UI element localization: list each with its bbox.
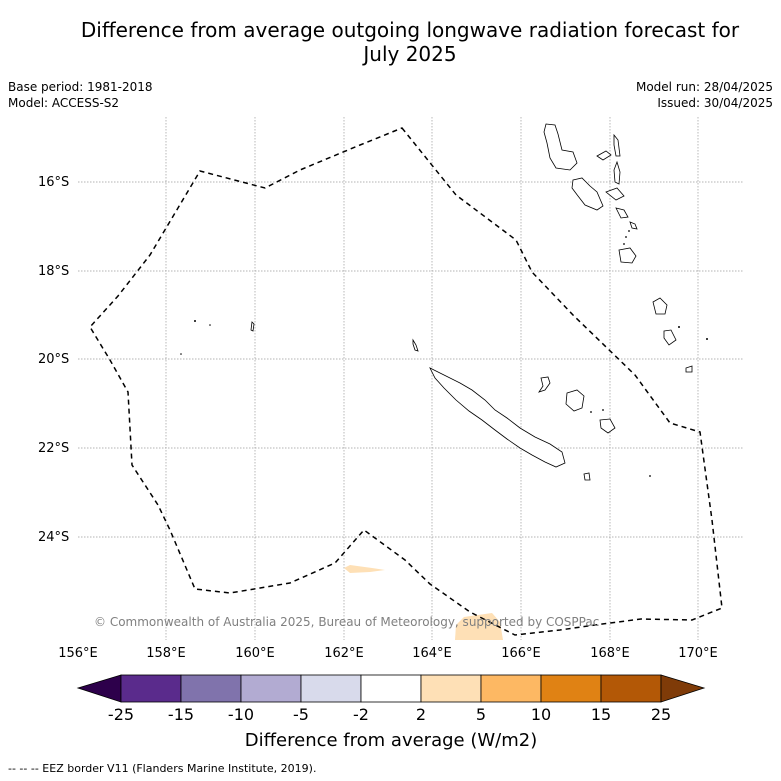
colorbar-bin bbox=[480, 674, 542, 703]
title-line-1: Difference from average outgoing longwav… bbox=[80, 18, 740, 42]
islet bbox=[649, 475, 651, 477]
meta-left: Base period: 1981-2018 Model: ACCESS-S2 bbox=[8, 79, 153, 111]
lat-tick-label: 16°S bbox=[38, 175, 70, 190]
island-espiritu-santo bbox=[543, 123, 578, 171]
islet bbox=[628, 230, 630, 232]
colorbar-tick-label: 5 bbox=[475, 705, 487, 724]
colorbar-tick-label: 15 bbox=[590, 705, 612, 724]
lon-tick-label: 170°E bbox=[678, 646, 718, 661]
island-new-caledonia bbox=[429, 367, 566, 468]
colorbar bbox=[76, 674, 706, 703]
island-pines bbox=[583, 472, 591, 481]
issued-date: Issued: 30/04/2025 bbox=[657, 96, 773, 110]
eez-legend-note: -- -- -- EEZ border V11 (Flanders Marine… bbox=[8, 762, 317, 775]
island-maewo bbox=[613, 133, 621, 157]
lon-tick-label: 162°E bbox=[324, 646, 364, 661]
island-erromango bbox=[652, 297, 668, 315]
lat-tick-label: 24°S bbox=[38, 530, 70, 545]
colorbar-under-arrow bbox=[76, 674, 122, 703]
island-aneityum bbox=[685, 365, 693, 373]
colorbar-title: Difference from average (W/m2) bbox=[244, 730, 538, 751]
island-ouvea bbox=[538, 376, 551, 393]
lat-tick-label: 22°S bbox=[38, 441, 70, 456]
lon-tick-label: 160°E bbox=[235, 646, 275, 661]
eez-border bbox=[89, 127, 723, 636]
islet bbox=[625, 236, 627, 238]
lon-tick-label: 166°E bbox=[501, 646, 541, 661]
colorbar-tick-label: 2 bbox=[415, 705, 427, 724]
colorbar-bin bbox=[240, 674, 302, 703]
colorbar-tick-label: -5 bbox=[293, 705, 309, 724]
meta-right: Model run: 28/04/2025 Issued: 30/04/2025 bbox=[636, 79, 773, 111]
lon-tick-label: 168°E bbox=[590, 646, 630, 661]
colorbar-bin bbox=[180, 674, 242, 703]
coastlines bbox=[250, 123, 693, 481]
colorbar-bin bbox=[120, 674, 182, 703]
anomaly-patch-south bbox=[455, 613, 503, 640]
island-belep bbox=[412, 338, 419, 352]
island-ambrym bbox=[605, 187, 625, 201]
islets bbox=[180, 230, 708, 477]
colorbar-tick-label: 25 bbox=[650, 705, 672, 724]
colorbar-bin bbox=[420, 674, 482, 703]
colorbar-tick-label: -10 bbox=[227, 705, 255, 724]
anomaly-patch-small bbox=[344, 565, 385, 573]
island-lifou bbox=[565, 389, 585, 412]
colorbar-bin bbox=[360, 674, 422, 703]
island-tanna bbox=[663, 329, 677, 346]
colorbar-tick-label: -25 bbox=[107, 705, 135, 724]
islet bbox=[678, 326, 680, 328]
colorbar-bin bbox=[300, 674, 362, 703]
colorbar-tick-label: 10 bbox=[530, 705, 552, 724]
base-period: Base period: 1981-2018 bbox=[8, 80, 153, 94]
colorbar-bin bbox=[540, 674, 602, 703]
chart-title: Difference from average outgoing longwav… bbox=[40, 18, 780, 66]
gridlines bbox=[78, 117, 743, 640]
lon-tick-label: 164°E bbox=[412, 646, 452, 661]
island-malakula bbox=[571, 177, 604, 211]
island-chesterfield bbox=[250, 321, 255, 332]
islet bbox=[706, 338, 708, 340]
island-efate bbox=[618, 247, 637, 264]
colorbar-tick-label: -15 bbox=[167, 705, 195, 724]
lon-tick-label: 158°E bbox=[146, 646, 186, 661]
lat-tick-label: 18°S bbox=[38, 264, 70, 279]
island-ambae bbox=[596, 150, 612, 161]
model-name: Model: ACCESS-S2 bbox=[8, 96, 120, 110]
model-run: Model run: 28/04/2025 bbox=[635, 80, 773, 94]
colorbar-bin bbox=[600, 674, 662, 703]
islet bbox=[180, 353, 182, 355]
island-pentecost bbox=[613, 160, 621, 185]
copyright-text: © Commonwealth of Australia 2025, Bureau… bbox=[94, 615, 599, 629]
lat-tick-label: 20°S bbox=[38, 352, 70, 367]
islet bbox=[590, 411, 592, 413]
islet bbox=[602, 409, 604, 411]
islet bbox=[194, 320, 196, 322]
island-mare bbox=[599, 418, 616, 434]
island-epi bbox=[615, 207, 629, 219]
title-line-2: July 2025 bbox=[363, 42, 457, 66]
lon-tick-label: 156°E bbox=[58, 646, 98, 661]
colorbar-over-arrow bbox=[660, 674, 706, 703]
colorbar-tick-label: -2 bbox=[353, 705, 369, 724]
islet bbox=[209, 324, 211, 326]
islet bbox=[623, 243, 625, 245]
island-shepherds bbox=[629, 221, 638, 230]
